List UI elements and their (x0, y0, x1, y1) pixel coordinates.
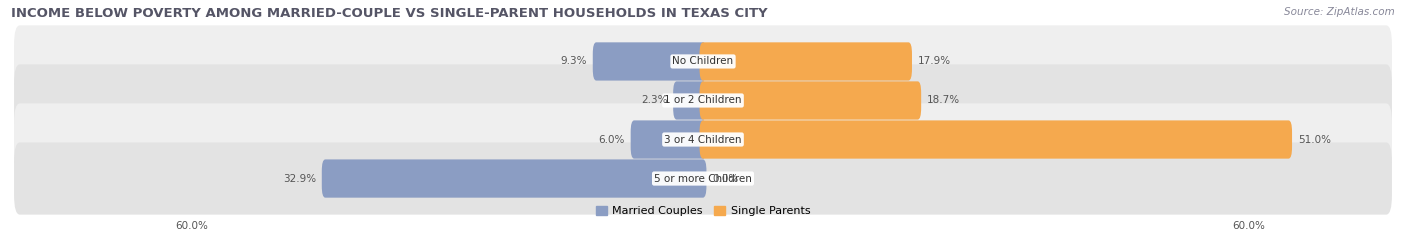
FancyBboxPatch shape (700, 81, 921, 120)
Text: 6.0%: 6.0% (599, 134, 624, 144)
FancyBboxPatch shape (700, 120, 1292, 159)
Text: 60.0%: 60.0% (1233, 221, 1265, 231)
Text: 1 or 2 Children: 1 or 2 Children (664, 96, 742, 106)
Text: 0.0%: 0.0% (713, 174, 738, 184)
Text: No Children: No Children (672, 56, 734, 66)
FancyBboxPatch shape (673, 81, 706, 120)
Text: 18.7%: 18.7% (927, 96, 960, 106)
FancyBboxPatch shape (631, 120, 706, 159)
Text: INCOME BELOW POVERTY AMONG MARRIED-COUPLE VS SINGLE-PARENT HOUSEHOLDS IN TEXAS C: INCOME BELOW POVERTY AMONG MARRIED-COUPL… (11, 7, 768, 20)
Text: 9.3%: 9.3% (561, 56, 588, 66)
FancyBboxPatch shape (593, 42, 706, 81)
Text: Source: ZipAtlas.com: Source: ZipAtlas.com (1284, 7, 1395, 17)
Text: 2.3%: 2.3% (641, 96, 668, 106)
FancyBboxPatch shape (14, 103, 1392, 176)
Text: 32.9%: 32.9% (283, 174, 316, 184)
FancyBboxPatch shape (14, 64, 1392, 137)
Text: 3 or 4 Children: 3 or 4 Children (664, 134, 742, 144)
FancyBboxPatch shape (700, 42, 912, 81)
FancyBboxPatch shape (14, 142, 1392, 215)
Text: 60.0%: 60.0% (176, 221, 208, 231)
Text: 51.0%: 51.0% (1298, 134, 1331, 144)
FancyBboxPatch shape (14, 25, 1392, 98)
Text: 5 or more Children: 5 or more Children (654, 174, 752, 184)
Text: 17.9%: 17.9% (918, 56, 950, 66)
FancyBboxPatch shape (322, 159, 706, 198)
Legend: Married Couples, Single Parents: Married Couples, Single Parents (592, 201, 814, 221)
